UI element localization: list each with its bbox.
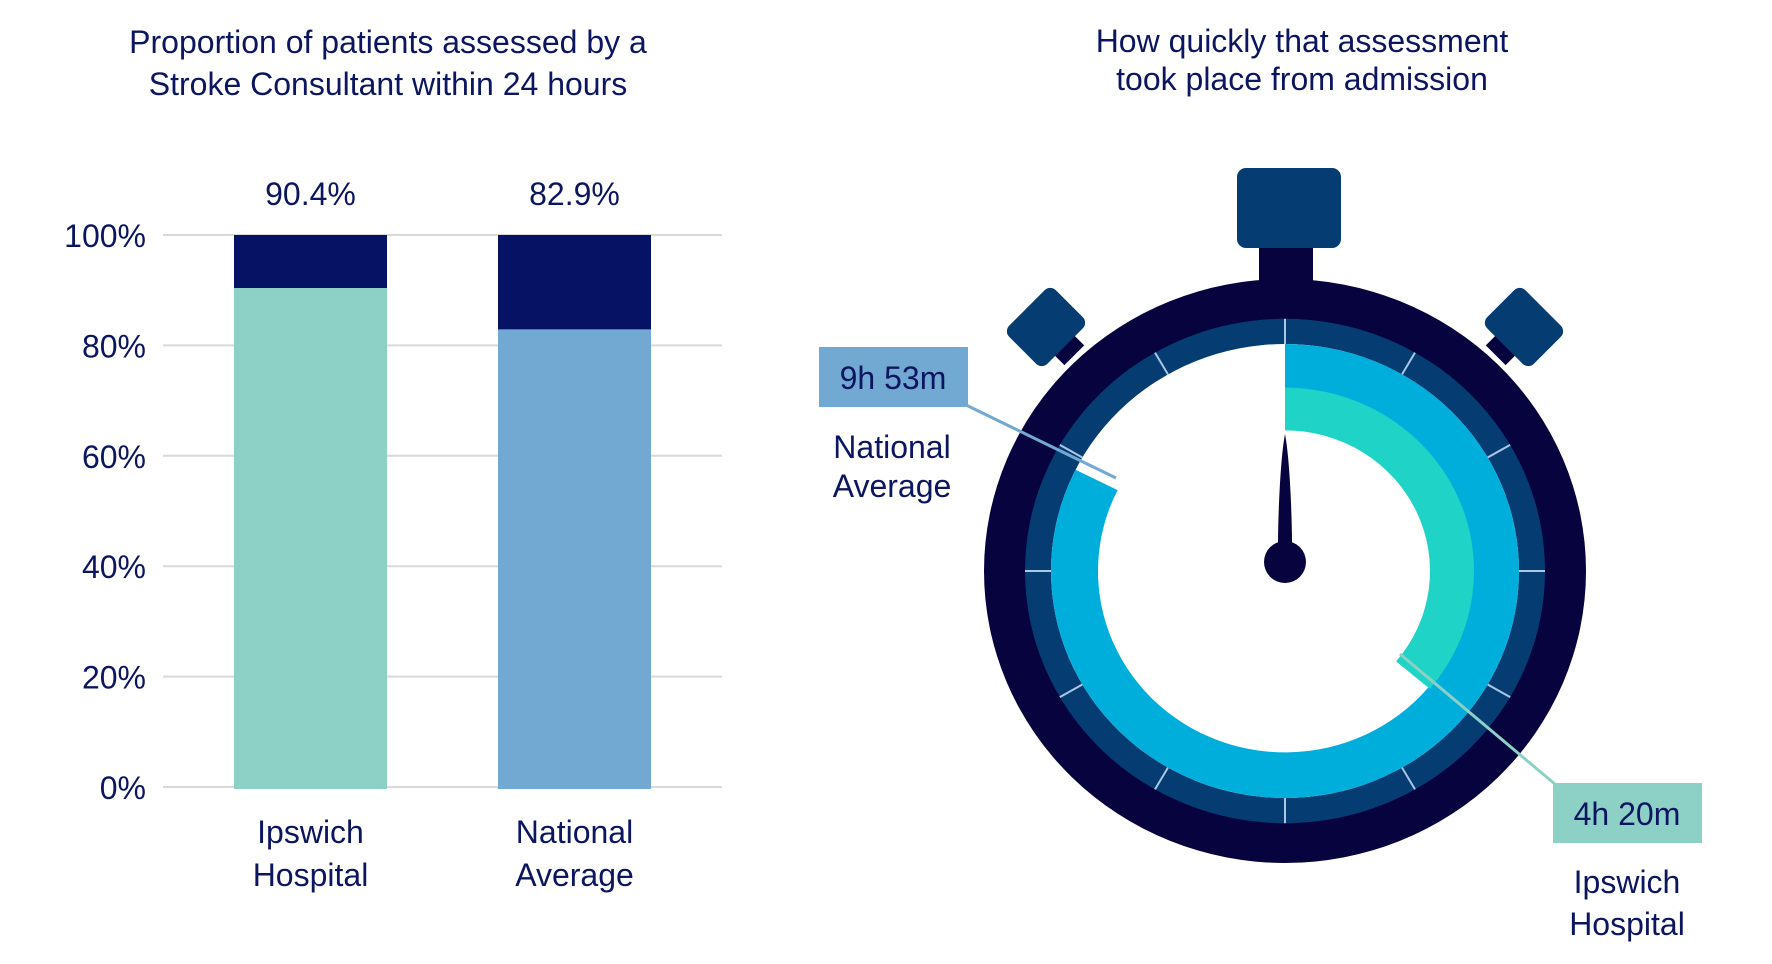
- ipswich-hospital-leader-line: [1399, 652, 1557, 787]
- y-tick-label: 40%: [82, 549, 146, 585]
- ipswich-hospital-label-line-2: Hospital: [1569, 906, 1685, 942]
- x-axis-label: National: [516, 814, 633, 850]
- stopwatch-title-line-1: How quickly that assessment: [1096, 23, 1509, 59]
- bar-data-label: 90.4%: [265, 176, 356, 212]
- bar-data-label: 82.9%: [529, 176, 620, 212]
- bar-data-labels: 90.4% 82.9%: [265, 176, 620, 212]
- ipswich-hospital-label-line-1: Ipswich: [1574, 864, 1681, 900]
- stopwatch-crown: [1237, 168, 1341, 248]
- national-average-value-box: [819, 347, 968, 407]
- stopwatch-needle: [1278, 434, 1292, 545]
- arc-ipswich-hospital: [1285, 387, 1474, 689]
- bar-remainder-0: [234, 235, 387, 288]
- national-average-value: 9h 53m: [840, 360, 947, 396]
- dial-tick: [1059, 444, 1083, 459]
- x-axis-labels: Ipswich Hospital National Average: [253, 814, 634, 893]
- bars: [234, 235, 651, 789]
- stopwatch-icon: [984, 168, 1586, 863]
- ipswich-hospital-value: 4h 20m: [1574, 796, 1681, 832]
- national-average-label-line-1: National: [833, 429, 950, 465]
- dial-tick: [1487, 683, 1511, 698]
- y-axis-tick-labels: 0% 20% 40% 60% 80% 100%: [64, 218, 146, 806]
- dial-tick: [1487, 444, 1511, 459]
- y-tick-label: 0%: [100, 770, 146, 806]
- stopwatch-pivot: [1264, 541, 1306, 583]
- bar-assessed-1: [498, 329, 651, 789]
- stopwatch-chart: How quickly that assessment took place f…: [819, 23, 1702, 942]
- bar-remainder-1: [498, 235, 651, 330]
- y-tick-label: 100%: [64, 218, 146, 254]
- bar-chart-title-line-1: Proportion of patients assessed by a: [129, 24, 647, 60]
- ipswich-hospital-value-box: [1553, 783, 1702, 843]
- national-average-leader-line: [965, 403, 1117, 480]
- x-axis-label: Average: [515, 857, 634, 893]
- national-average-label-line-2: Average: [833, 468, 952, 504]
- bar-assessed-0: [234, 287, 387, 789]
- dial-tick: [1401, 767, 1416, 790]
- dial-tick: [1154, 352, 1169, 375]
- stopwatch-left-button: [1006, 287, 1086, 367]
- dial-tick: [1154, 767, 1169, 790]
- y-tick-label: 80%: [82, 328, 146, 364]
- stopwatch-title-line-2: took place from admission: [1116, 61, 1488, 97]
- x-axis-label: Hospital: [253, 857, 369, 893]
- dial-tick: [1059, 683, 1083, 698]
- x-axis-label: Ipswich: [257, 814, 364, 850]
- bar-chart-title-line-2: Stroke Consultant within 24 hours: [149, 66, 627, 102]
- dial-ticks: [1025, 318, 1545, 824]
- y-tick-label: 20%: [82, 660, 146, 696]
- bar-chart: Proportion of patients assessed by a Str…: [64, 24, 722, 893]
- stopwatch-right-button: [1484, 287, 1564, 367]
- y-tick-label: 60%: [82, 439, 146, 475]
- dial-tick: [1401, 352, 1416, 375]
